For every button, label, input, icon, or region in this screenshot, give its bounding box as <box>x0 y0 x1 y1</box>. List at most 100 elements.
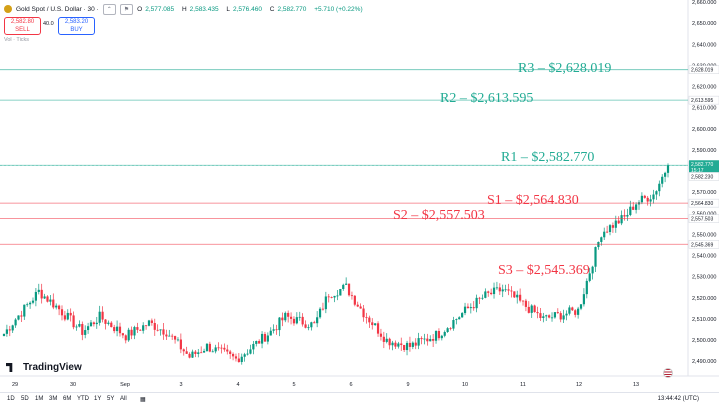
candle-body <box>185 351 188 354</box>
timeframe-all[interactable]: All <box>120 396 127 402</box>
buy-price: 2,583.20 <box>64 19 89 25</box>
candle-body <box>144 325 148 327</box>
candle-body <box>142 325 145 331</box>
candle-body <box>608 225 612 233</box>
candle-body <box>347 283 351 296</box>
candle-body <box>292 318 296 324</box>
candle-body <box>339 289 342 296</box>
candle-body <box>173 336 177 340</box>
candle-body <box>307 327 310 329</box>
buy-button[interactable]: 2,583.20 BUY <box>58 17 95 35</box>
candle-body <box>461 313 464 318</box>
candle-body <box>165 334 168 337</box>
candle-body <box>429 339 432 342</box>
candle-body <box>55 305 58 308</box>
x-tick-label: 9 <box>406 382 409 388</box>
candle-body <box>310 322 313 328</box>
candle-body <box>110 322 113 328</box>
candle-body <box>432 339 435 341</box>
candle-body <box>130 329 133 336</box>
y-tick-label: 2,530.000 <box>692 275 716 281</box>
candle-body <box>623 215 626 217</box>
candle-body <box>374 323 377 326</box>
candle-body <box>362 308 365 318</box>
level-tag-box <box>688 214 719 223</box>
candle-body <box>652 194 655 200</box>
candle-body <box>527 306 530 313</box>
timeframe-6m[interactable]: 6M <box>63 396 72 402</box>
candle-body <box>614 220 617 228</box>
sell-button[interactable]: 2,582.80 SELL <box>4 17 41 35</box>
candle-body <box>246 353 249 355</box>
candle-body <box>316 317 319 324</box>
candle-body <box>28 302 32 305</box>
candle-body <box>8 329 11 331</box>
candle-body <box>5 329 8 334</box>
candle-body <box>666 165 670 173</box>
x-tick-label: 29 <box>12 382 18 388</box>
timeframe-1m[interactable]: 1M <box>35 396 44 402</box>
timeframe-ytd[interactable]: YTD <box>77 396 89 402</box>
candle-body <box>617 220 620 224</box>
level-label-r2: R2 – $2,613.595 <box>440 91 533 106</box>
timeframe-1d[interactable]: 1D <box>7 396 15 402</box>
candle-body <box>379 333 383 337</box>
candle-body <box>342 284 345 290</box>
candle-body <box>417 338 420 346</box>
volume-indicator-label[interactable]: Vol · Ticks <box>4 37 30 43</box>
candle-body <box>524 300 528 307</box>
candle-body <box>353 295 356 305</box>
y-tick-label: 2,600.000 <box>692 127 716 133</box>
y-tick-label: 2,540.000 <box>692 254 716 260</box>
x-tick-label: 4 <box>236 382 239 388</box>
timeframe-5y[interactable]: 5Y <box>107 396 115 402</box>
utc-clock[interactable]: 13:44:42 (UTC) <box>657 396 699 402</box>
date-range-calendar-icon[interactable]: ▦ <box>140 397 146 403</box>
candle-body <box>324 296 327 310</box>
candle-body <box>275 329 278 331</box>
candle-body <box>397 343 400 347</box>
symbol-title[interactable]: Gold Spot / U.S. Dollar · 30 · <box>16 5 99 13</box>
candle-body <box>632 206 635 210</box>
candle-body <box>150 320 153 323</box>
candle-body <box>200 352 203 354</box>
collapse-chevron-icon[interactable]: ⌃ <box>102 3 116 15</box>
candle-body <box>643 195 646 198</box>
candle-body <box>278 317 281 331</box>
candle-body <box>455 319 458 321</box>
candle-body <box>437 330 441 339</box>
flag-icon[interactable]: ⚑ <box>119 3 134 15</box>
candle-body <box>350 295 354 297</box>
candle-body <box>255 341 258 344</box>
candle-body <box>463 306 467 314</box>
x-tick-label: 11 <box>520 382 526 388</box>
candle-body <box>382 336 385 342</box>
timeframe-5d[interactable]: 5D <box>21 396 29 402</box>
x-tick-label: Sep <box>120 382 130 388</box>
level-tag-r2: 2,613.595 <box>691 98 713 104</box>
buy-label: BUY <box>70 27 83 33</box>
candle-body <box>266 335 269 342</box>
candle-body <box>365 317 368 319</box>
candle-body <box>168 335 171 337</box>
timeframe-1y[interactable]: 1Y <box>94 396 102 402</box>
candle-body <box>121 333 124 336</box>
candle-body <box>46 296 49 302</box>
symbol-header: Gold Spot / U.S. Dollar · 30 · ⌃ ⚑ O 2,57… <box>4 3 369 15</box>
candle-body <box>188 353 191 358</box>
level-tag-r3: 2,628.019 <box>691 68 713 74</box>
candle-body <box>318 308 322 318</box>
candle-body <box>368 317 371 323</box>
candle-body <box>211 351 214 353</box>
candle-body <box>260 333 264 344</box>
timeframe-3m[interactable]: 3M <box>49 396 58 402</box>
candle-body <box>501 289 504 292</box>
candle-body <box>345 283 348 285</box>
us-flag-icon <box>663 368 673 378</box>
candle-body <box>86 326 90 331</box>
candle-body <box>2 333 6 336</box>
candle-body <box>57 305 61 310</box>
candle-body <box>26 304 29 306</box>
